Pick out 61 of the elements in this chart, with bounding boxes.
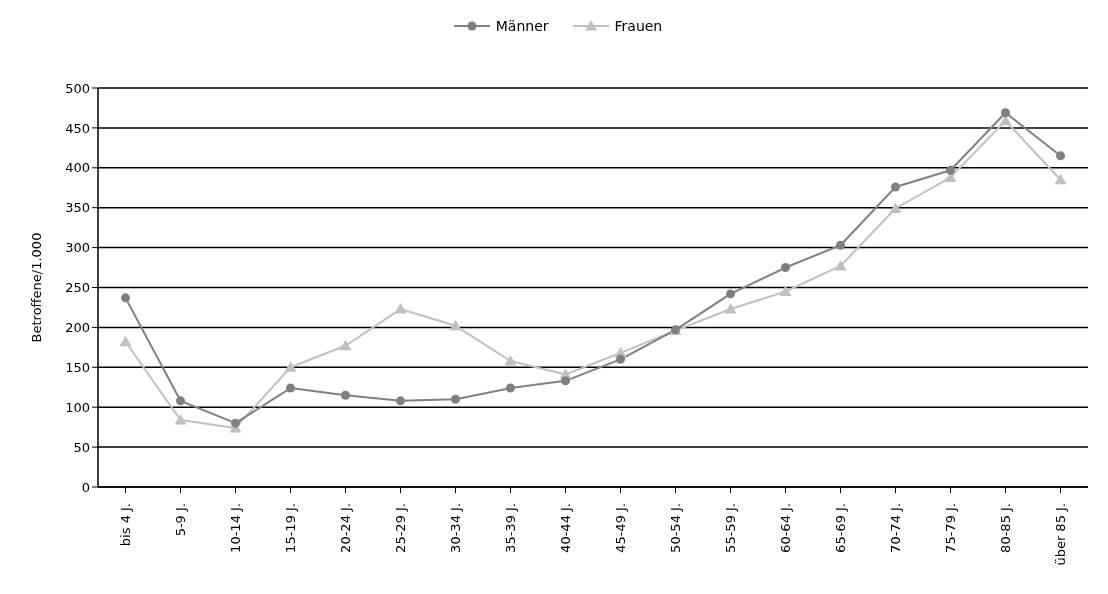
y-tick-label: 150 — [65, 359, 90, 375]
point — [176, 396, 185, 406]
y-tick-label: 450 — [65, 120, 90, 136]
x-tick-label: 20-24 J. — [338, 503, 353, 553]
x-tick-label: 15-19 J. — [283, 503, 298, 553]
point — [121, 293, 130, 303]
point — [834, 259, 847, 271]
y-tick-label: 350 — [65, 200, 90, 216]
x-tick-label: 50-54 J. — [668, 503, 683, 553]
legend-label: Männer — [494, 18, 549, 34]
x-tick-label: 80-85 J. — [998, 503, 1013, 553]
point — [506, 383, 515, 393]
y-tick-label: 0 — [81, 479, 90, 495]
y-tick-label: 50 — [73, 439, 90, 455]
y-tick-label: 500 — [65, 80, 90, 96]
x-tick-label: 25-29 J. — [393, 503, 408, 553]
y-tick-label: 300 — [65, 240, 90, 256]
point — [724, 303, 737, 314]
y-tick-label: 250 — [65, 280, 90, 296]
x-tick-label: 75-79 J. — [943, 503, 958, 553]
point — [339, 339, 352, 351]
point — [836, 240, 845, 250]
point — [341, 390, 350, 400]
x-tick-label: 40-44 J. — [558, 503, 573, 553]
point — [726, 289, 735, 299]
point — [119, 335, 132, 347]
point — [1001, 108, 1010, 118]
x-tick-label: über 85 J. — [1053, 503, 1068, 566]
point — [451, 394, 460, 404]
point — [284, 361, 297, 372]
point — [1054, 173, 1067, 185]
point — [561, 376, 570, 386]
x-tick-label: 70-74 J. — [888, 503, 903, 553]
x-tick-label: bis 4 J. — [118, 503, 133, 547]
x-tick-label: 60-64 J. — [778, 503, 793, 553]
point — [286, 383, 295, 393]
point — [396, 396, 405, 406]
x-tick-label: 65-69 J. — [833, 503, 848, 553]
point — [1056, 151, 1065, 161]
x-tick-label: 45-49 J. — [613, 503, 628, 553]
x-tick-label: 55-59 J. — [723, 503, 738, 553]
point — [889, 202, 902, 213]
legend-label: Frauen — [613, 18, 663, 34]
x-tick-label: 5-9 J. — [173, 503, 188, 537]
y-tick-label: 200 — [65, 320, 90, 336]
point — [504, 354, 517, 366]
point — [231, 418, 240, 428]
point — [394, 303, 407, 314]
x-tick-label: 30-34 J. — [448, 503, 463, 553]
point — [781, 263, 790, 273]
y-axis-title: Betroffene/1.000 — [28, 232, 44, 343]
point — [616, 354, 625, 364]
x-tick-label: 35-39 J. — [503, 503, 518, 553]
point — [946, 165, 955, 175]
point — [891, 182, 900, 192]
y-tick-label: 100 — [65, 399, 90, 415]
point — [449, 319, 462, 331]
y-tick-label: 400 — [65, 160, 90, 176]
point — [779, 285, 792, 296]
point — [174, 413, 187, 425]
x-tick-label: 10-14 J. — [228, 503, 243, 553]
